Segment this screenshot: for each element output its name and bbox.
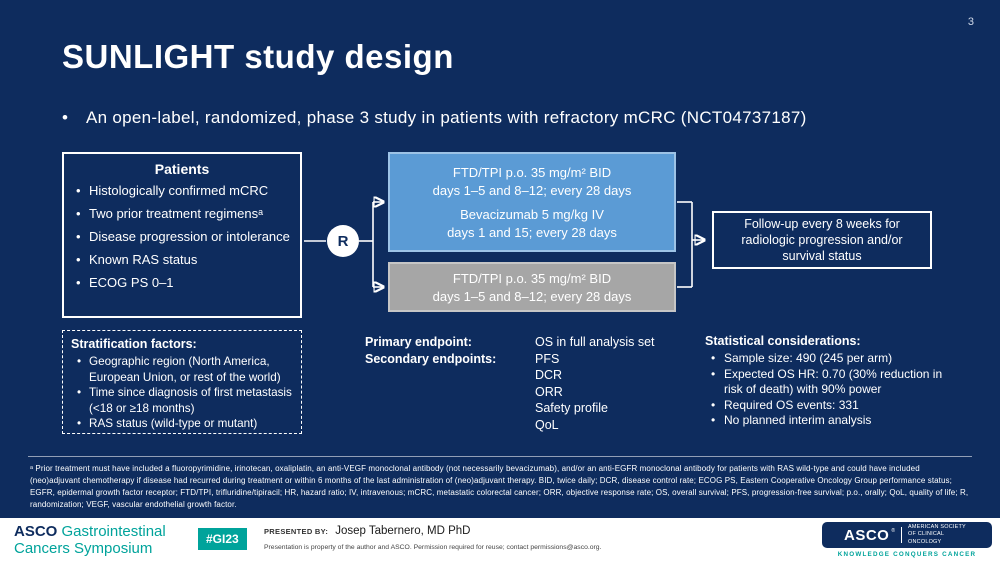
presenter-block: PRESENTED BY: Josep Tabernero, MD PhD Pr… — [264, 525, 601, 551]
slide-title: SUNLIGHT study design — [62, 38, 454, 75]
permission-note: Presentation is property of the author a… — [264, 544, 602, 551]
patients-list: Histologically confirmed mCRC Two prior … — [64, 181, 300, 293]
stratification-title: Stratification factors: — [71, 337, 197, 351]
followup-text: Follow-up every 8 weeks for radiologic p… — [741, 217, 903, 263]
patients-box: Patients Histologically confirmed mCRC T… — [62, 152, 302, 318]
arm1-drug2-name: Bevacizumab 5 mg/kg IV — [460, 207, 604, 222]
randomization-node: R — [327, 225, 359, 257]
stratification-item: Time since diagnosis of first metastasis… — [77, 385, 297, 416]
footer-bar: ASCO Gastrointestinal Cancers Symposium … — [0, 518, 1000, 563]
endpoint-value: Safety profile — [535, 401, 608, 415]
gi-logo-gastrointestinal: Gastrointestinal — [61, 523, 166, 540]
asco-registered-mark: ® — [891, 528, 896, 534]
statistics-item: Expected OS HR: 0.70 (30% reduction in r… — [711, 367, 957, 398]
endpoint-value: ORR — [535, 384, 563, 399]
arm2-drug1-schedule: days 1–5 and 8–12; every 28 days — [432, 289, 632, 304]
hashtag-badge: #GI23 — [198, 528, 247, 550]
arm1-drug1-schedule: days 1–5 and 8–12; every 28 days — [432, 183, 632, 198]
stratification-item: RAS status (wild-type or mutant) — [77, 416, 297, 432]
patients-item: Histologically confirmed mCRC — [76, 181, 292, 201]
arm2-drug1-name: FTD/TPI p.o. 35 mg/m² BID — [452, 271, 612, 286]
statistics-item: No planned interim analysis — [711, 413, 957, 429]
arm1-drug1-name: FTD/TPI p.o. 35 mg/m² BID — [452, 165, 612, 180]
stratification-list: Geographic region (North America, Europe… — [69, 354, 297, 432]
footnote-divider — [28, 456, 972, 457]
statistics-item: Required OS events: 331 — [711, 398, 957, 414]
page-number: 3 — [967, 16, 974, 28]
asco-logo-box: ASCO ® AMERICAN SOCIETY OF CLINICAL ONCO… — [822, 522, 992, 548]
patients-item: ECOG PS 0–1 — [76, 273, 292, 293]
arm1-drug2-schedule: days 1 and 15; every 28 days — [447, 225, 617, 240]
arm2-treatment-box: FTD/TPI p.o. 35 mg/m² BID days 1–5 and 8… — [388, 262, 676, 312]
statistics-list: Sample size: 490 (245 per arm) Expected … — [705, 351, 957, 429]
stratification-box: Stratification factors: Geographic regio… — [62, 330, 302, 434]
statistics-item: Sample size: 490 (245 per arm) — [711, 351, 957, 367]
patients-item: Disease progression or intolerance — [76, 227, 292, 247]
asco-logo-divider — [901, 527, 903, 543]
asco-society-text: AMERICAN SOCIETY OF CLINICAL ONCOLOGY — [908, 524, 966, 545]
patients-box-title: Patients — [154, 161, 210, 177]
statistics-title: Statistical considerations: — [705, 334, 861, 348]
footnote: ᵃ Prior treatment must have included a f… — [30, 464, 969, 509]
followup-box: Follow-up every 8 weeks for radiologic p… — [712, 211, 932, 269]
primary-endpoint-label: Primary endpoint: — [365, 335, 472, 349]
endpoint-value: PFS — [535, 351, 560, 366]
patients-item: Known RAS status — [76, 250, 292, 270]
asco-logo: ASCO ® AMERICAN SOCIETY OF CLINICAL ONCO… — [822, 522, 992, 558]
endpoints-values: OS in full analysis set PFS DCR ORR Safe… — [535, 334, 655, 433]
presenter-name: Josep Tabernero, MD PhD — [335, 525, 471, 537]
statistical-considerations: Statistical considerations: Sample size:… — [705, 334, 957, 429]
asco-logo-name: ASCO — [843, 526, 890, 544]
endpoint-value: QoL — [535, 417, 559, 432]
study-summary-bullet: An open-label, randomized, phase 3 study… — [62, 108, 986, 128]
endpoint-value: DCR — [535, 368, 563, 382]
endpoint-value: OS in full analysis set — [535, 335, 655, 349]
gi-logo-asco: ASCO — [14, 523, 58, 540]
arm1-treatment-box: FTD/TPI p.o. 35 mg/m² BID days 1–5 and 8… — [388, 152, 676, 252]
secondary-endpoints-label: Secondary endpoints: — [365, 351, 497, 366]
stratification-item: Geographic region (North America, Europe… — [77, 354, 297, 385]
asco-tagline: KNOWLEDGE CONQUERS CANCER — [837, 551, 977, 558]
patients-item: Two prior treatment regimensᵃ — [76, 204, 292, 224]
endpoints-labels: Primary endpoint: Secondary endpoints: — [365, 334, 496, 367]
randomization-label: R — [337, 232, 349, 250]
gi-logo-cancers-symposium: Cancers Symposium — [14, 540, 153, 557]
presented-by-label: PRESENTED BY: — [264, 527, 329, 536]
gi-symposium-logo: ASCO Gastrointestinal Cancers Symposium — [14, 523, 166, 557]
